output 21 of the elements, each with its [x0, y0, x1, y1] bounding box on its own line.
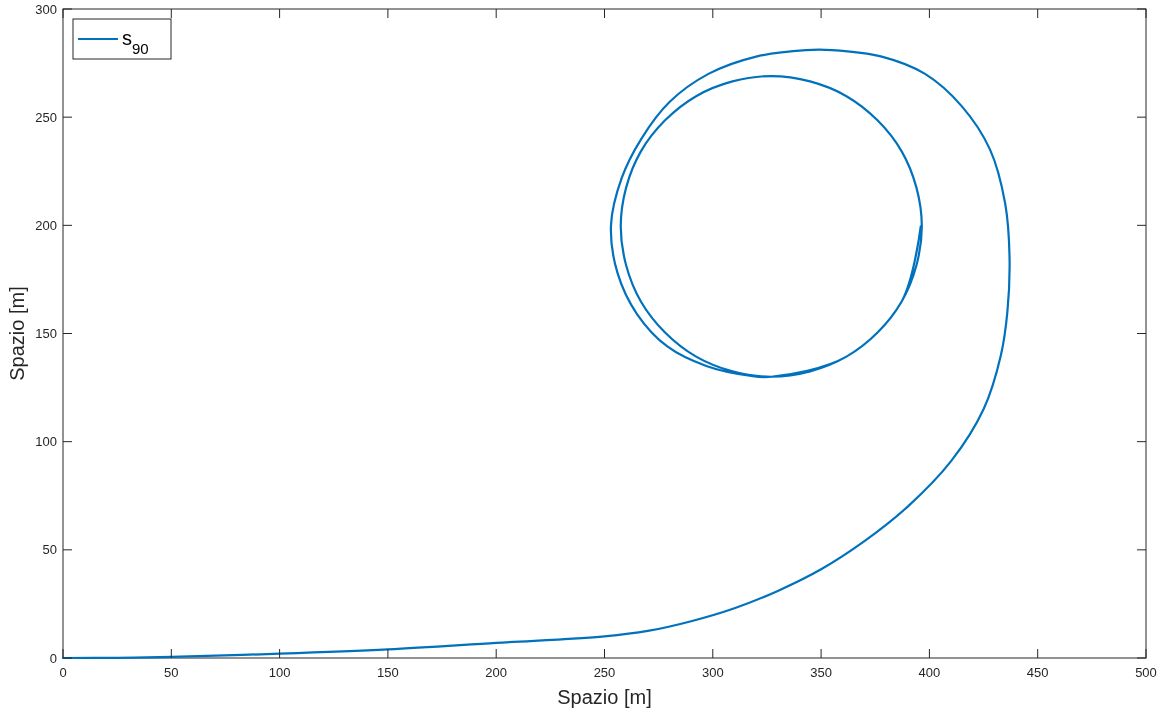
x-tick-label: 200: [485, 665, 508, 680]
x-tick-label: 350: [810, 665, 832, 680]
x-tick-label: 300: [701, 665, 724, 680]
x-tick-label: 50: [164, 665, 179, 680]
x-tick-label: 250: [593, 665, 616, 680]
y-tick-label: 150: [35, 326, 57, 341]
y-tick-label: 100: [35, 434, 57, 450]
y-tick-label: 0: [49, 650, 57, 666]
x-tick-label: 0: [59, 665, 67, 680]
x-tick-label: 150: [377, 665, 399, 680]
y-axis-title: Spazio [m]: [6, 286, 28, 381]
y-tick-label: 50: [42, 542, 57, 558]
x-tick-label: 400: [918, 665, 941, 680]
x-tick-label: 450: [1026, 665, 1049, 680]
legend-label: s$_{90}$: [122, 27, 149, 57]
x-tick-label: 100: [268, 665, 291, 680]
y-tick-label: 300: [35, 1, 57, 17]
x-tick-label: 500: [1135, 665, 1157, 680]
y-tick-label: 250: [35, 109, 57, 125]
y-tick-label: 200: [35, 217, 57, 233]
x-axis-title: Spazio [m]: [557, 686, 652, 708]
